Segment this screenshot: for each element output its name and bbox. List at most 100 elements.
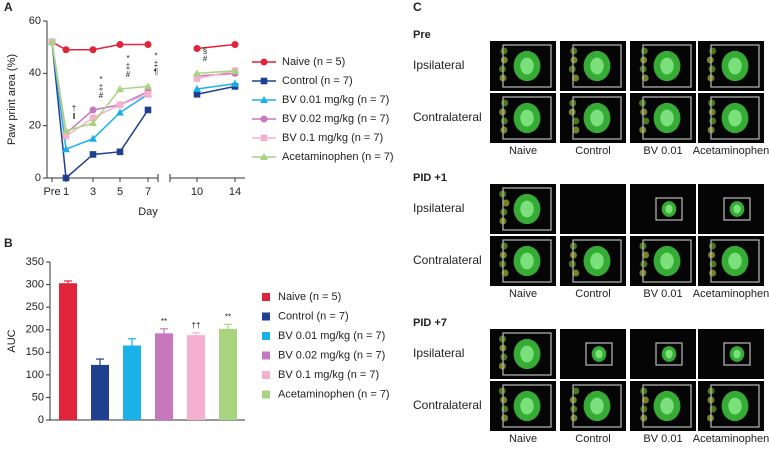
- point: [116, 41, 124, 49]
- roi-box: [585, 342, 613, 366]
- column-label: Acetaminophen: [693, 433, 769, 445]
- point: [193, 75, 201, 82]
- roi-box: [642, 384, 692, 428]
- toe: [572, 117, 580, 125]
- toe: [708, 99, 716, 107]
- toe: [708, 65, 716, 73]
- paw-image: [560, 381, 626, 431]
- paw-core: [733, 349, 741, 359]
- toe: [640, 405, 648, 413]
- toe: [708, 251, 716, 259]
- roi-box: [502, 187, 552, 231]
- legend-marker: [260, 134, 268, 142]
- paw-core: [665, 204, 673, 214]
- toe: [570, 405, 578, 413]
- roi-box: [642, 44, 692, 88]
- toe: [640, 414, 648, 422]
- annotation: ‡: [99, 83, 103, 92]
- annotation: ‡: [154, 60, 158, 69]
- toe: [500, 353, 508, 361]
- paw-image: [698, 93, 764, 143]
- row-label: Ipsilateral: [413, 58, 464, 72]
- y-tick-label: 60: [29, 15, 41, 27]
- toe: [500, 396, 508, 404]
- point: [144, 41, 152, 49]
- toe: [640, 47, 648, 55]
- legend-label: Control (n = 7): [282, 75, 353, 87]
- significance: **: [161, 317, 167, 326]
- legend-swatch: [262, 312, 270, 321]
- point: [89, 119, 97, 127]
- point: [89, 151, 97, 158]
- point: [89, 46, 97, 54]
- paw-image: [698, 41, 764, 91]
- paw-image: [698, 184, 764, 234]
- bar: [219, 328, 237, 420]
- roi-box: [572, 384, 622, 428]
- toe: [640, 56, 648, 64]
- point: [89, 134, 97, 142]
- legend-label: BV 0.1 mg/kg (n = 7): [282, 132, 383, 144]
- roi-box: [655, 342, 683, 366]
- toe: [706, 56, 714, 64]
- annotation: §: [203, 46, 207, 55]
- paw-core: [520, 397, 534, 415]
- legend-label: Naive (n = 5): [278, 291, 341, 303]
- paw-core: [590, 57, 604, 75]
- legend-marker: [260, 153, 268, 160]
- toe: [501, 405, 509, 413]
- toe: [641, 396, 649, 404]
- column-label: BV 0.01: [643, 288, 682, 300]
- legend-swatch: [262, 390, 270, 399]
- legend-label: BV 0.02 mg/kg (n = 7): [282, 113, 389, 125]
- toe: [640, 387, 648, 395]
- y-tick-label: 50: [32, 391, 44, 403]
- y-axis-label: Paw print area (%): [6, 54, 18, 145]
- section-title: Pre: [413, 29, 431, 41]
- paw-image: [560, 41, 626, 91]
- annotation: #: [203, 54, 208, 63]
- toe: [642, 251, 650, 259]
- x-tick-label: Pre: [43, 186, 60, 198]
- toe: [500, 56, 508, 64]
- roi-box: [642, 96, 692, 140]
- toe: [500, 47, 508, 55]
- point: [89, 114, 97, 122]
- point: [144, 90, 152, 98]
- image-bg: [560, 184, 626, 234]
- point: [62, 132, 70, 140]
- column-label: Control: [575, 145, 610, 157]
- paw-image: [630, 381, 696, 431]
- column-label: BV 0.01: [643, 145, 682, 157]
- legend-marker: [260, 58, 268, 66]
- roi-box: [723, 197, 751, 221]
- paw-image: [490, 236, 556, 286]
- panel-label: B: [4, 236, 13, 250]
- toe: [570, 56, 578, 64]
- point: [116, 101, 124, 109]
- paw-core: [520, 252, 534, 270]
- row-label: Contralateral: [413, 110, 482, 124]
- roi-box: [572, 44, 622, 88]
- point: [62, 145, 70, 153]
- paw-image: [698, 329, 764, 379]
- toe: [570, 47, 578, 55]
- toe: [568, 108, 576, 116]
- paw-core: [590, 252, 604, 270]
- paw-core: [660, 109, 674, 127]
- bar: [59, 283, 77, 420]
- point: [193, 85, 201, 93]
- paw-core: [520, 57, 534, 75]
- paw-image: [490, 184, 556, 234]
- legend-label: Naive (n = 5): [282, 56, 345, 68]
- bar: [91, 364, 109, 420]
- roi-box: [710, 96, 760, 140]
- toe: [568, 260, 576, 268]
- paw-image: [630, 93, 696, 143]
- toe: [709, 269, 717, 277]
- column-label: Control: [575, 288, 610, 300]
- column-label: BV 0.01: [643, 433, 682, 445]
- annotation: ¶: [154, 68, 158, 77]
- toe: [498, 387, 506, 395]
- x-tick-label: 5: [117, 186, 123, 198]
